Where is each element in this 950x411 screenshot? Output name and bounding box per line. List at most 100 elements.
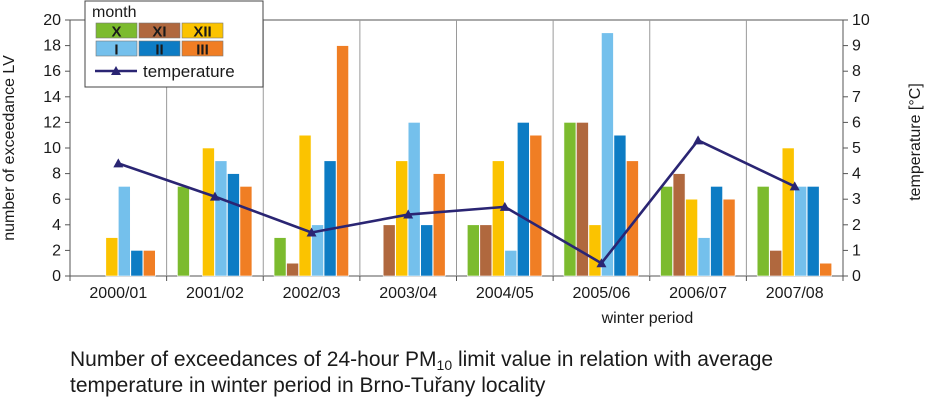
bar-X-2001/02	[177, 186, 190, 277]
legend-swatch-XII	[181, 22, 224, 39]
y2-axis-tick-label: 7	[852, 89, 861, 106]
legend-temperature-marker	[111, 66, 121, 75]
temperature-marker-2002/03	[306, 227, 317, 237]
bar-XII-2004/05	[492, 160, 505, 277]
bar-II-2005/06	[613, 134, 627, 277]
legend-title: month	[92, 4, 136, 21]
legend-label-XII: XII	[193, 24, 211, 41]
bar-II-2007/08	[806, 186, 820, 277]
bar-III-2006/07	[722, 198, 736, 277]
y2-axis-tick-label: 5	[852, 140, 861, 157]
caption-line-2: temperature in winter period in Brno-Tuř…	[70, 374, 546, 397]
bar-XI-2004/05	[479, 224, 493, 277]
temperature-line	[117, 139, 796, 265]
y2-axis-tick-label: 3	[852, 191, 861, 208]
bar-III-2003/04	[432, 173, 446, 277]
legend-label-XI: XI	[152, 24, 166, 41]
bar-I-2005/06	[601, 32, 614, 277]
bar-I-2000/01	[118, 186, 131, 277]
temperature-marker-2006/07	[693, 135, 704, 145]
x-axis-tick-label: 2001/02	[186, 285, 244, 302]
legend-label-I: I	[114, 42, 118, 59]
y-axis-tick-label: 6	[52, 191, 61, 208]
bar-III-2005/06	[626, 160, 639, 277]
bar-XI-2003/04	[382, 224, 396, 277]
bar-III-2001/02	[239, 186, 253, 277]
y2-axis-tick-label: 6	[852, 114, 861, 131]
bar-X-2006/07	[660, 186, 673, 277]
caption-line-1-end: limit value in relation with average	[452, 348, 774, 371]
temperature-marker-2007/08	[789, 181, 800, 191]
bar-II-2001/02	[227, 173, 240, 277]
bar-X-2004/05	[467, 224, 480, 277]
legend-swatch-III	[181, 40, 224, 57]
legend-label-III: III	[196, 42, 209, 59]
x-axis-tick-label: 2002/03	[283, 285, 341, 302]
temperature-marker-2004/05	[499, 201, 510, 211]
y-axis-tick-label: 10	[43, 140, 61, 157]
y-axis-tick-label: 4	[52, 217, 61, 234]
bar-XI-2005/06	[576, 122, 589, 277]
y2-axis-tick-label: 9	[852, 38, 861, 55]
bar-I-2001/02	[214, 160, 228, 277]
temperature-marker-2003/04	[403, 209, 414, 219]
x-axis-tick-label: 2006/07	[669, 285, 727, 302]
temperature-marker-2005/06	[596, 258, 607, 268]
x-axis-tick-label: 2007/08	[766, 285, 824, 302]
bar-II-2002/03	[323, 160, 337, 277]
caption-line-1: Number of exceedances of 24-hour PM10 li…	[70, 347, 930, 373]
bar-XII-2001/02	[202, 147, 215, 277]
bar-I-2003/04	[407, 122, 421, 277]
y-axis-tick-label: 14	[43, 89, 61, 106]
y2-axis-tick-label: 10	[852, 12, 870, 29]
bar-II-2004/05	[517, 122, 530, 277]
bar-I-2004/05	[504, 250, 518, 277]
y-axis-title: number of exceedance LV	[1, 55, 18, 241]
y-axis-tick-label: 18	[43, 38, 61, 55]
y-axis-tick-label: 8	[52, 166, 61, 183]
y-axis-tick-label: 12	[43, 114, 61, 131]
y-axis-tick-label: 20	[43, 12, 61, 29]
y2-axis-tick-label: 4	[852, 166, 861, 183]
y2-axis-tick-label: 8	[852, 63, 861, 80]
temperature-marker-2001/02	[209, 191, 220, 201]
bar-III-2000/01	[143, 250, 156, 277]
legend-swatch-X	[95, 22, 138, 39]
legend-swatch-II	[138, 40, 181, 57]
legend-swatch-XI	[138, 22, 181, 39]
bar-XI-2002/03	[286, 262, 299, 277]
y2-axis-tick-label: 1	[852, 242, 861, 259]
chart: 0 2 4 6 8 10 12 14 16 18 20 0 1 2 3 4 5 6 7 8 9 10 2000/01 2001…	[1, 0, 924, 327]
legend-label-II: II	[155, 42, 163, 59]
bar-II-2006/07	[710, 186, 723, 277]
bar-XII-2002/03	[298, 134, 312, 277]
y2-axis-title: temperature [°C]	[907, 83, 924, 201]
temperature-marker-2000/01	[113, 158, 124, 168]
y-axis-tick-label: 16	[43, 63, 61, 80]
y2-axis-tick-label: 0	[852, 268, 861, 285]
bar-III-2004/05	[529, 134, 543, 277]
bar-II-2003/04	[420, 224, 433, 277]
bar-I-2006/07	[697, 237, 711, 277]
caption-line-1-start: Number of exceedances of 24-hour PM	[70, 348, 437, 371]
y-axis-tick-label: 2	[52, 242, 61, 259]
bar-X-2005/06	[563, 122, 577, 277]
bar-II-2000/01	[130, 250, 144, 277]
bar-X-2007/08	[756, 186, 770, 277]
bar-I-2002/03	[311, 224, 324, 277]
caption-subscript: 10	[436, 357, 453, 373]
bar-I-2007/08	[794, 186, 807, 277]
y-axis-tick-label: 0	[52, 268, 61, 285]
figure-caption: Number of exceedances of 24-hour PM10 li…	[70, 347, 930, 399]
legend-swatch-I	[95, 40, 138, 57]
bar-III-2007/08	[819, 262, 832, 277]
x-axis-title: winter period	[601, 310, 694, 327]
x-axis-tick-label: 2005/06	[573, 285, 631, 302]
y2-axis-tick-label: 2	[852, 217, 861, 234]
legend-temperature-label: temperature	[143, 62, 235, 81]
bar-XII-2005/06	[588, 224, 602, 277]
x-axis-tick-label: 2003/04	[379, 285, 437, 302]
bar-XII-2000/01	[105, 237, 119, 277]
bar-X-2002/03	[273, 237, 287, 277]
